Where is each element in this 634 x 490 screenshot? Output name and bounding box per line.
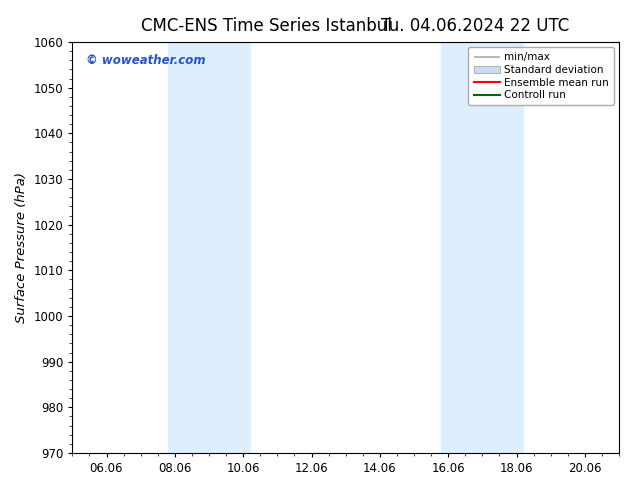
Bar [441, 42, 523, 453]
Text: CMC-ENS Time Series Istanbul: CMC-ENS Time Series Istanbul [141, 17, 392, 35]
Legend: min/max, Standard deviation, Ensemble mean run, Controll run: min/max, Standard deviation, Ensemble me… [469, 47, 614, 105]
Bar [168, 42, 250, 453]
Text: © woweather.com: © woweather.com [86, 54, 205, 68]
Y-axis label: Surface Pressure (hPa): Surface Pressure (hPa) [15, 172, 28, 323]
Text: Tu. 04.06.2024 22 UTC: Tu. 04.06.2024 22 UTC [382, 17, 569, 35]
